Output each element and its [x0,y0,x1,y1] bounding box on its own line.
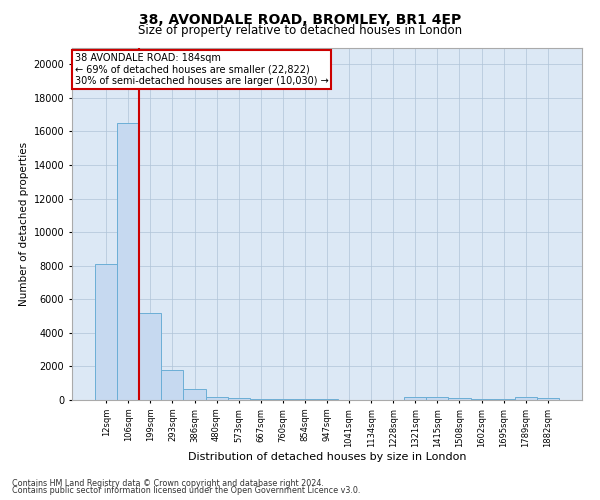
Bar [184,389,206,400]
Y-axis label: Number of detached properties: Number of detached properties [19,142,29,306]
Text: Contains public sector information licensed under the Open Government Licence v3: Contains public sector information licen… [12,486,361,495]
Text: Size of property relative to detached houses in London: Size of property relative to detached ho… [138,24,462,37]
Bar [272,399,294,400]
Bar [227,398,250,400]
Bar [139,312,161,400]
Text: 38 AVONDALE ROAD: 184sqm
← 69% of detached houses are smaller (22,822)
30% of se: 38 AVONDALE ROAD: 184sqm ← 69% of detach… [74,53,328,86]
Bar [515,398,537,400]
Bar [448,398,470,400]
Bar [95,264,117,400]
Bar [470,399,493,400]
Bar [404,396,427,400]
Bar [161,370,184,400]
Bar [206,396,227,400]
Text: Contains HM Land Registry data © Crown copyright and database right 2024.: Contains HM Land Registry data © Crown c… [12,478,324,488]
X-axis label: Distribution of detached houses by size in London: Distribution of detached houses by size … [188,452,466,462]
Bar [537,398,559,400]
Text: 38, AVONDALE ROAD, BROMLEY, BR1 4EP: 38, AVONDALE ROAD, BROMLEY, BR1 4EP [139,12,461,26]
Bar [427,398,448,400]
Bar [117,123,139,400]
Bar [250,399,272,400]
